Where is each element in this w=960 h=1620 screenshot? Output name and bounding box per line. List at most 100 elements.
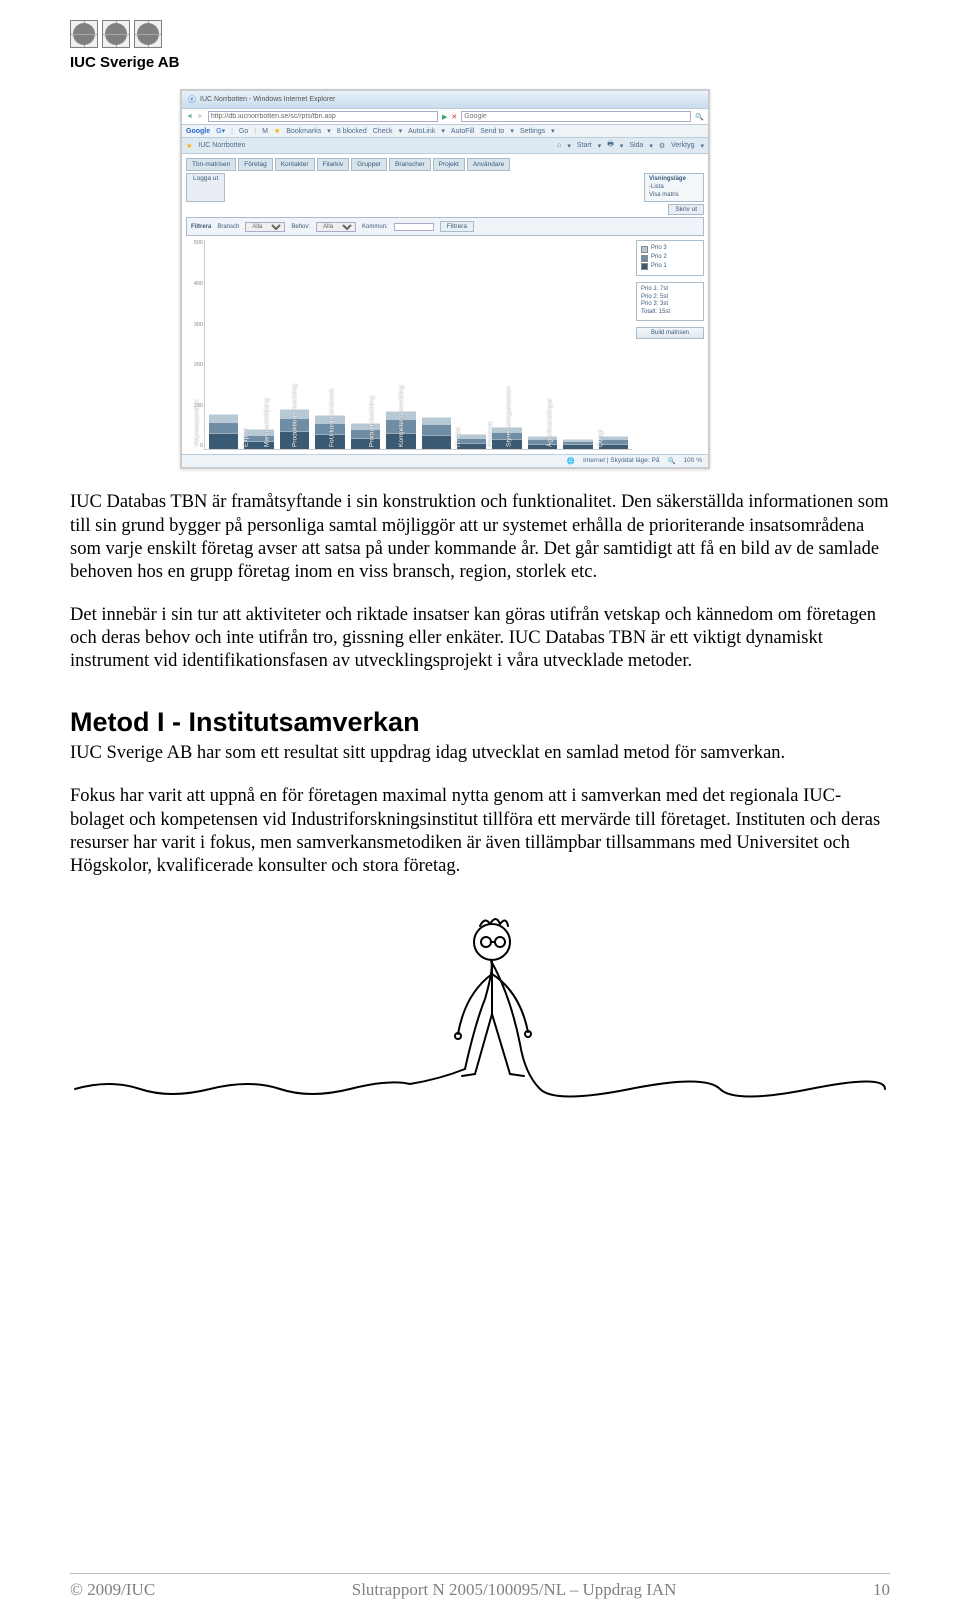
menu-kontakter[interactable]: Kontakter — [275, 158, 315, 171]
chart-bar: Ägarförändringar — [563, 240, 592, 449]
browser-tab[interactable]: IUC Norrbotten — [198, 142, 245, 149]
menu-projekt[interactable]: Projekt — [433, 158, 465, 171]
ie-menu-verktyg[interactable]: Verktyg — [671, 142, 694, 149]
bar-label: FoU-kontakt/nätverk — [329, 389, 336, 448]
chart-container: 500 400 300 200 100 0 VolymexpansionExpo… — [186, 240, 704, 450]
menu-grupper[interactable]: Grupper — [351, 158, 387, 171]
filter-behov-label: Behov: — [291, 224, 310, 230]
skriv-ut-button[interactable]: Skriv ut — [668, 204, 704, 215]
bar-label: Produktutveckling — [368, 396, 375, 447]
google-brand: Google — [186, 128, 210, 135]
footer-right: 10 — [873, 1580, 890, 1600]
ie-menu-sida[interactable]: Sida — [629, 142, 643, 149]
bar-label: Produktionsutveckling — [291, 384, 298, 447]
tb-settings[interactable]: Settings — [520, 128, 545, 135]
filter-kommun-label: Kommun: — [362, 224, 388, 230]
bar-label: Styrelse/organisation — [505, 387, 512, 448]
zoom-icon[interactable]: 🔍 — [667, 457, 675, 465]
tb-go[interactable]: Go — [239, 128, 248, 135]
filter-bransch-select[interactable]: Alla — [245, 222, 285, 232]
home-icon[interactable]: ⌂ — [557, 142, 561, 149]
logo-cell-1 — [70, 20, 98, 48]
footer-rule — [70, 1573, 890, 1574]
chart-bar: Övrigt — [599, 240, 628, 449]
section-title-metod: Metod I - Institutsamverkan — [70, 707, 890, 738]
bar-label: Personal — [487, 422, 494, 448]
ie-menu-start[interactable]: Start — [577, 142, 592, 149]
paragraph-2: Det innebär i sin tur att aktiviteter oc… — [70, 604, 890, 673]
status-zone: Internet | Skyddat läge: På — [583, 457, 660, 465]
app-menubar: Tbn-matrisen Företag Kontakter Filarkiv … — [186, 158, 704, 171]
tb-bookmarks[interactable]: Bookmarks — [286, 128, 321, 135]
globe-icon: 🌐 — [567, 457, 575, 465]
logo-cell-3 — [134, 20, 162, 48]
info-box: Prio 1: 7st Prio 2: 5st Prio 3: 3st Tota… — [636, 282, 704, 321]
footer-left: © 2009/IUC — [70, 1580, 155, 1600]
favorites-icon[interactable]: ★ — [186, 142, 192, 150]
logo — [70, 20, 890, 48]
tb-autofill[interactable]: AutoFill — [451, 128, 474, 135]
menu-foretag[interactable]: Företag — [238, 158, 272, 171]
company-name: IUC Sverige AB — [70, 54, 890, 71]
chart-bar: IT-stöd — [457, 240, 486, 449]
legend: Prio 3 Prio 2 Prio 1 — [636, 240, 704, 275]
search-icon[interactable]: 🔍 — [695, 113, 704, 121]
filter-heading: Filtrera — [191, 224, 211, 230]
print-icon[interactable]: 🖶 — [607, 140, 614, 151]
nav-fwd-icon[interactable]: ► — [197, 113, 204, 120]
browser-screenshot: ⓔ IUC Norrbotten - Windows Internet Expl… — [180, 89, 710, 469]
status-zoom[interactable]: 100 % — [684, 457, 702, 465]
chart-bar: Kompetensutveckling — [422, 240, 451, 449]
filter-behov-select[interactable]: Alla — [316, 222, 356, 232]
bar-label: Ägarförändringar — [547, 399, 554, 448]
filter-kommun-input[interactable] — [394, 223, 434, 231]
browser-search-input[interactable] — [461, 111, 691, 122]
menu-filarkiv[interactable]: Filarkiv — [317, 158, 350, 171]
paragraph-4: Fokus har varit att uppnå en för företag… — [70, 785, 890, 878]
google-toolbar: Google G▾ | Go | M ★ Bookmarks▾ 8 blocke… — [182, 125, 708, 138]
menu-branscher[interactable]: Branscher — [389, 158, 431, 171]
chart-sidebar: Prio 3 Prio 2 Prio 1 Prio 1: 7st Prio 2:… — [636, 240, 704, 450]
page-content: Tbn-matrisen Företag Kontakter Filarkiv … — [182, 154, 708, 454]
nav-back-icon[interactable]: ◄ — [186, 113, 193, 120]
stick-figure-illustration — [70, 904, 890, 1124]
bar-label: Marknadsföljning — [263, 398, 270, 447]
build-matrisen-button[interactable]: Build matrisen — [636, 327, 704, 339]
tb-mail[interactable]: M — [262, 128, 268, 135]
vis-lista[interactable]: -Lista — [649, 184, 664, 190]
ie-tabbar: ★ IUC Norrbotten ⌂▾ Start▾ 🖶▾ Sida▾ ⚙ Ve… — [182, 138, 708, 154]
tb-autolink[interactable]: AutoLink — [408, 128, 435, 135]
filter-button[interactable]: Filtrera — [440, 221, 474, 232]
go-icon[interactable]: ▶ — [442, 113, 447, 121]
filter-panel: Filtrera Bransch Alla Behov: Alla Kommun… — [186, 217, 704, 236]
bar-label: Övrigt — [598, 430, 605, 447]
menu-tbn[interactable]: Tbn-matrisen — [186, 158, 236, 171]
address-input[interactable] — [208, 111, 438, 122]
paragraph-3: IUC Sverige AB har som ett resultat sitt… — [70, 742, 890, 765]
bar-label: Export — [243, 429, 250, 448]
tb-blocked[interactable]: 8 blocked — [337, 128, 367, 135]
star-icon[interactable]: ★ — [274, 127, 280, 135]
tb-check[interactable]: Check — [373, 128, 393, 135]
chart-bar: FoU-kontakt/nätverk — [351, 240, 380, 449]
ie-icon: ⓔ — [188, 94, 196, 105]
bar-chart: 500 400 300 200 100 0 VolymexpansionExpo… — [204, 240, 632, 450]
logo-cell-2 — [102, 20, 130, 48]
bar-label: IT-stöd — [455, 428, 462, 448]
window-titlebar: ⓔ IUC Norrbotten - Windows Internet Expl… — [182, 91, 708, 108]
page-footer: © 2009/IUC Slutrapport N 2005/100095/NL … — [70, 1580, 890, 1600]
gear-icon[interactable]: ⚙ — [659, 142, 665, 150]
vis-matris[interactable]: Visa matris — [649, 192, 679, 198]
bar-label: Volymexpansion — [193, 400, 200, 447]
logout-button[interactable]: Logga ut — [186, 173, 225, 202]
address-bar-row: ◄ ► ▶ ✕ 🔍 — [182, 108, 708, 125]
footer-center: Slutrapport N 2005/100095/NL – Uppdrag I… — [352, 1580, 677, 1600]
refresh-icon[interactable]: ✕ — [451, 113, 457, 121]
tb-sendto[interactable]: Send to — [480, 128, 504, 135]
paragraph-1: IUC Databas TBN är framåtsyftande i sin … — [70, 491, 890, 584]
visningslage-box: Visningsläge -Lista Visa matris — [644, 173, 704, 202]
filter-bransch-label: Bransch — [217, 224, 239, 230]
chart-bar: Volymexpansion — [209, 240, 238, 449]
bar-label: Kompetensutveckling — [398, 386, 405, 448]
menu-anvandare[interactable]: Användare — [467, 158, 510, 171]
